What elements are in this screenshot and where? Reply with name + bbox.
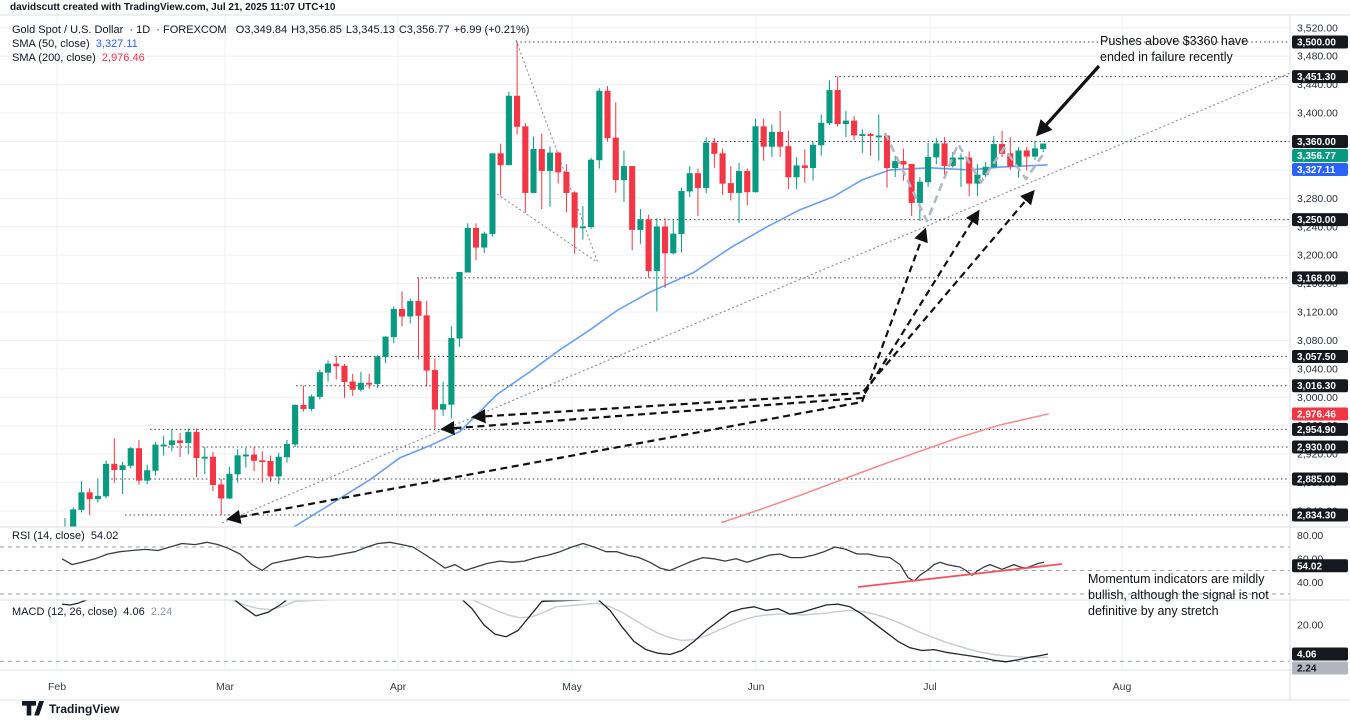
svg-text:2.24: 2.24 bbox=[1297, 664, 1317, 675]
open-value: O3,349.84 bbox=[235, 24, 288, 36]
svg-text:3,120.00: 3,120.00 bbox=[1297, 307, 1338, 319]
svg-text:3,250.00: 3,250.00 bbox=[1297, 215, 1336, 226]
low-value: L3,345.13 bbox=[345, 24, 395, 36]
interval-label: 1D bbox=[136, 24, 151, 36]
change-value: +6.99 (+0.21%) bbox=[453, 24, 530, 36]
legend-separator: · bbox=[153, 24, 164, 36]
svg-text:Jul: Jul bbox=[923, 681, 936, 693]
close-value: C3,356.77 bbox=[398, 24, 450, 36]
tradingview-watermark[interactable]: TradingView bbox=[22, 701, 119, 716]
sma200-value: 2,976.46 bbox=[101, 52, 145, 64]
svg-text:3,360.00: 3,360.00 bbox=[1297, 137, 1336, 148]
svg-text:3,168.00: 3,168.00 bbox=[1297, 273, 1336, 284]
svg-text:2,930.00: 2,930.00 bbox=[1297, 443, 1336, 454]
svg-text:80.00: 80.00 bbox=[1297, 530, 1323, 542]
ohlc-values: O3,349.84 H3,356.85 L3,345.13 C3,356.77 +6.9… bbox=[230, 24, 534, 36]
svg-text:3,200.00: 3,200.00 bbox=[1297, 250, 1338, 262]
svg-text:3,356.77: 3,356.77 bbox=[1297, 151, 1336, 162]
svg-text:3,400.00: 3,400.00 bbox=[1297, 108, 1338, 120]
rsi-legend[interactable]: RSI (14, close) 54.02 bbox=[12, 530, 118, 542]
sma50-label: SMA (50, close) bbox=[12, 38, 90, 50]
symbol-legend[interactable]: Gold Spot / U.S. Dollar · 1D · FOREXCOM … bbox=[12, 24, 533, 36]
svg-text:3,500.00: 3,500.00 bbox=[1297, 38, 1336, 49]
svg-text:3,451.30: 3,451.30 bbox=[1297, 72, 1336, 83]
legend-separator: · bbox=[126, 24, 137, 36]
sma200-label: SMA (200, close) bbox=[12, 52, 96, 64]
high-value: H3,356.85 bbox=[291, 24, 342, 36]
svg-text:3,520.00: 3,520.00 bbox=[1297, 22, 1338, 34]
svg-text:3,480.00: 3,480.00 bbox=[1297, 51, 1338, 63]
annotation-momentum-note: Momentum indicators are mildly bullish, … bbox=[1088, 572, 1269, 618]
macd-signal-value: 2.24 bbox=[150, 606, 173, 618]
svg-text:2,834.30: 2,834.30 bbox=[1297, 511, 1336, 522]
svg-text:3,327.11: 3,327.11 bbox=[1297, 165, 1336, 176]
watermark-label: TradingView bbox=[49, 701, 120, 716]
rsi-value: 54.02 bbox=[90, 530, 119, 542]
svg-text:3,040.00: 3,040.00 bbox=[1297, 363, 1338, 375]
sma50-legend[interactable]: SMA (50, close) 3,327.11 bbox=[12, 38, 138, 50]
candles-layer bbox=[64, 42, 1047, 527]
sma200-legend[interactable]: SMA (200, close) 2,976.46 bbox=[12, 52, 145, 64]
exchange-label: FOREXCOM bbox=[163, 24, 227, 36]
macd-value: 4.06 bbox=[123, 606, 145, 618]
svg-text:20.00: 20.00 bbox=[1297, 620, 1323, 632]
tradingview-logo-icon bbox=[22, 701, 44, 716]
annotation-failure-note: Pushes above $3360 have ended in failure… bbox=[1100, 34, 1249, 64]
svg-text:3,080.00: 3,080.00 bbox=[1297, 335, 1338, 347]
annotation-arrows-layer bbox=[226, 64, 1101, 524]
svg-text:May: May bbox=[562, 681, 583, 693]
svg-text:2,885.00: 2,885.00 bbox=[1297, 475, 1336, 486]
svg-text:3,016.30: 3,016.30 bbox=[1297, 381, 1336, 392]
pane-separators bbox=[0, 14, 1350, 701]
svg-text:4.06: 4.06 bbox=[1297, 650, 1317, 661]
svg-text:Aug: Aug bbox=[1113, 681, 1132, 693]
time-axis[interactable]: Feb Mar Apr May Jun Jul Aug bbox=[48, 681, 1132, 693]
svg-text:Feb: Feb bbox=[48, 681, 66, 693]
sma50-value: 3,327.11 bbox=[95, 38, 138, 50]
svg-text:Apr: Apr bbox=[390, 681, 407, 693]
svg-text:2,954.90: 2,954.90 bbox=[1297, 425, 1336, 436]
creator-credit: davidscutt created with TradingView.com,… bbox=[10, 2, 336, 13]
svg-text:Jun: Jun bbox=[748, 681, 765, 693]
price-axis[interactable]: 2,840.002,880.002,920.002,960.003,000.00… bbox=[1292, 22, 1348, 675]
svg-text:Mar: Mar bbox=[216, 681, 235, 693]
svg-text:3,000.00: 3,000.00 bbox=[1297, 392, 1338, 404]
symbol-name: Gold Spot / U.S. Dollar bbox=[12, 24, 124, 36]
rsi-label: RSI (14, close) bbox=[12, 530, 85, 542]
svg-text:54.02: 54.02 bbox=[1297, 561, 1322, 572]
svg-text:40.00: 40.00 bbox=[1297, 577, 1323, 589]
moving-average-lines-layer bbox=[292, 164, 1049, 527]
svg-text:2,976.46: 2,976.46 bbox=[1297, 410, 1336, 421]
rsi-pane-layer bbox=[0, 541, 1290, 595]
svg-text:3,057.50: 3,057.50 bbox=[1297, 352, 1336, 363]
svg-text:3,280.00: 3,280.00 bbox=[1297, 193, 1338, 205]
macd-legend[interactable]: MACD (12, 26, close) 4.06 2.24 bbox=[12, 606, 172, 618]
macd-label: MACD (12, 26, close) bbox=[12, 606, 118, 618]
